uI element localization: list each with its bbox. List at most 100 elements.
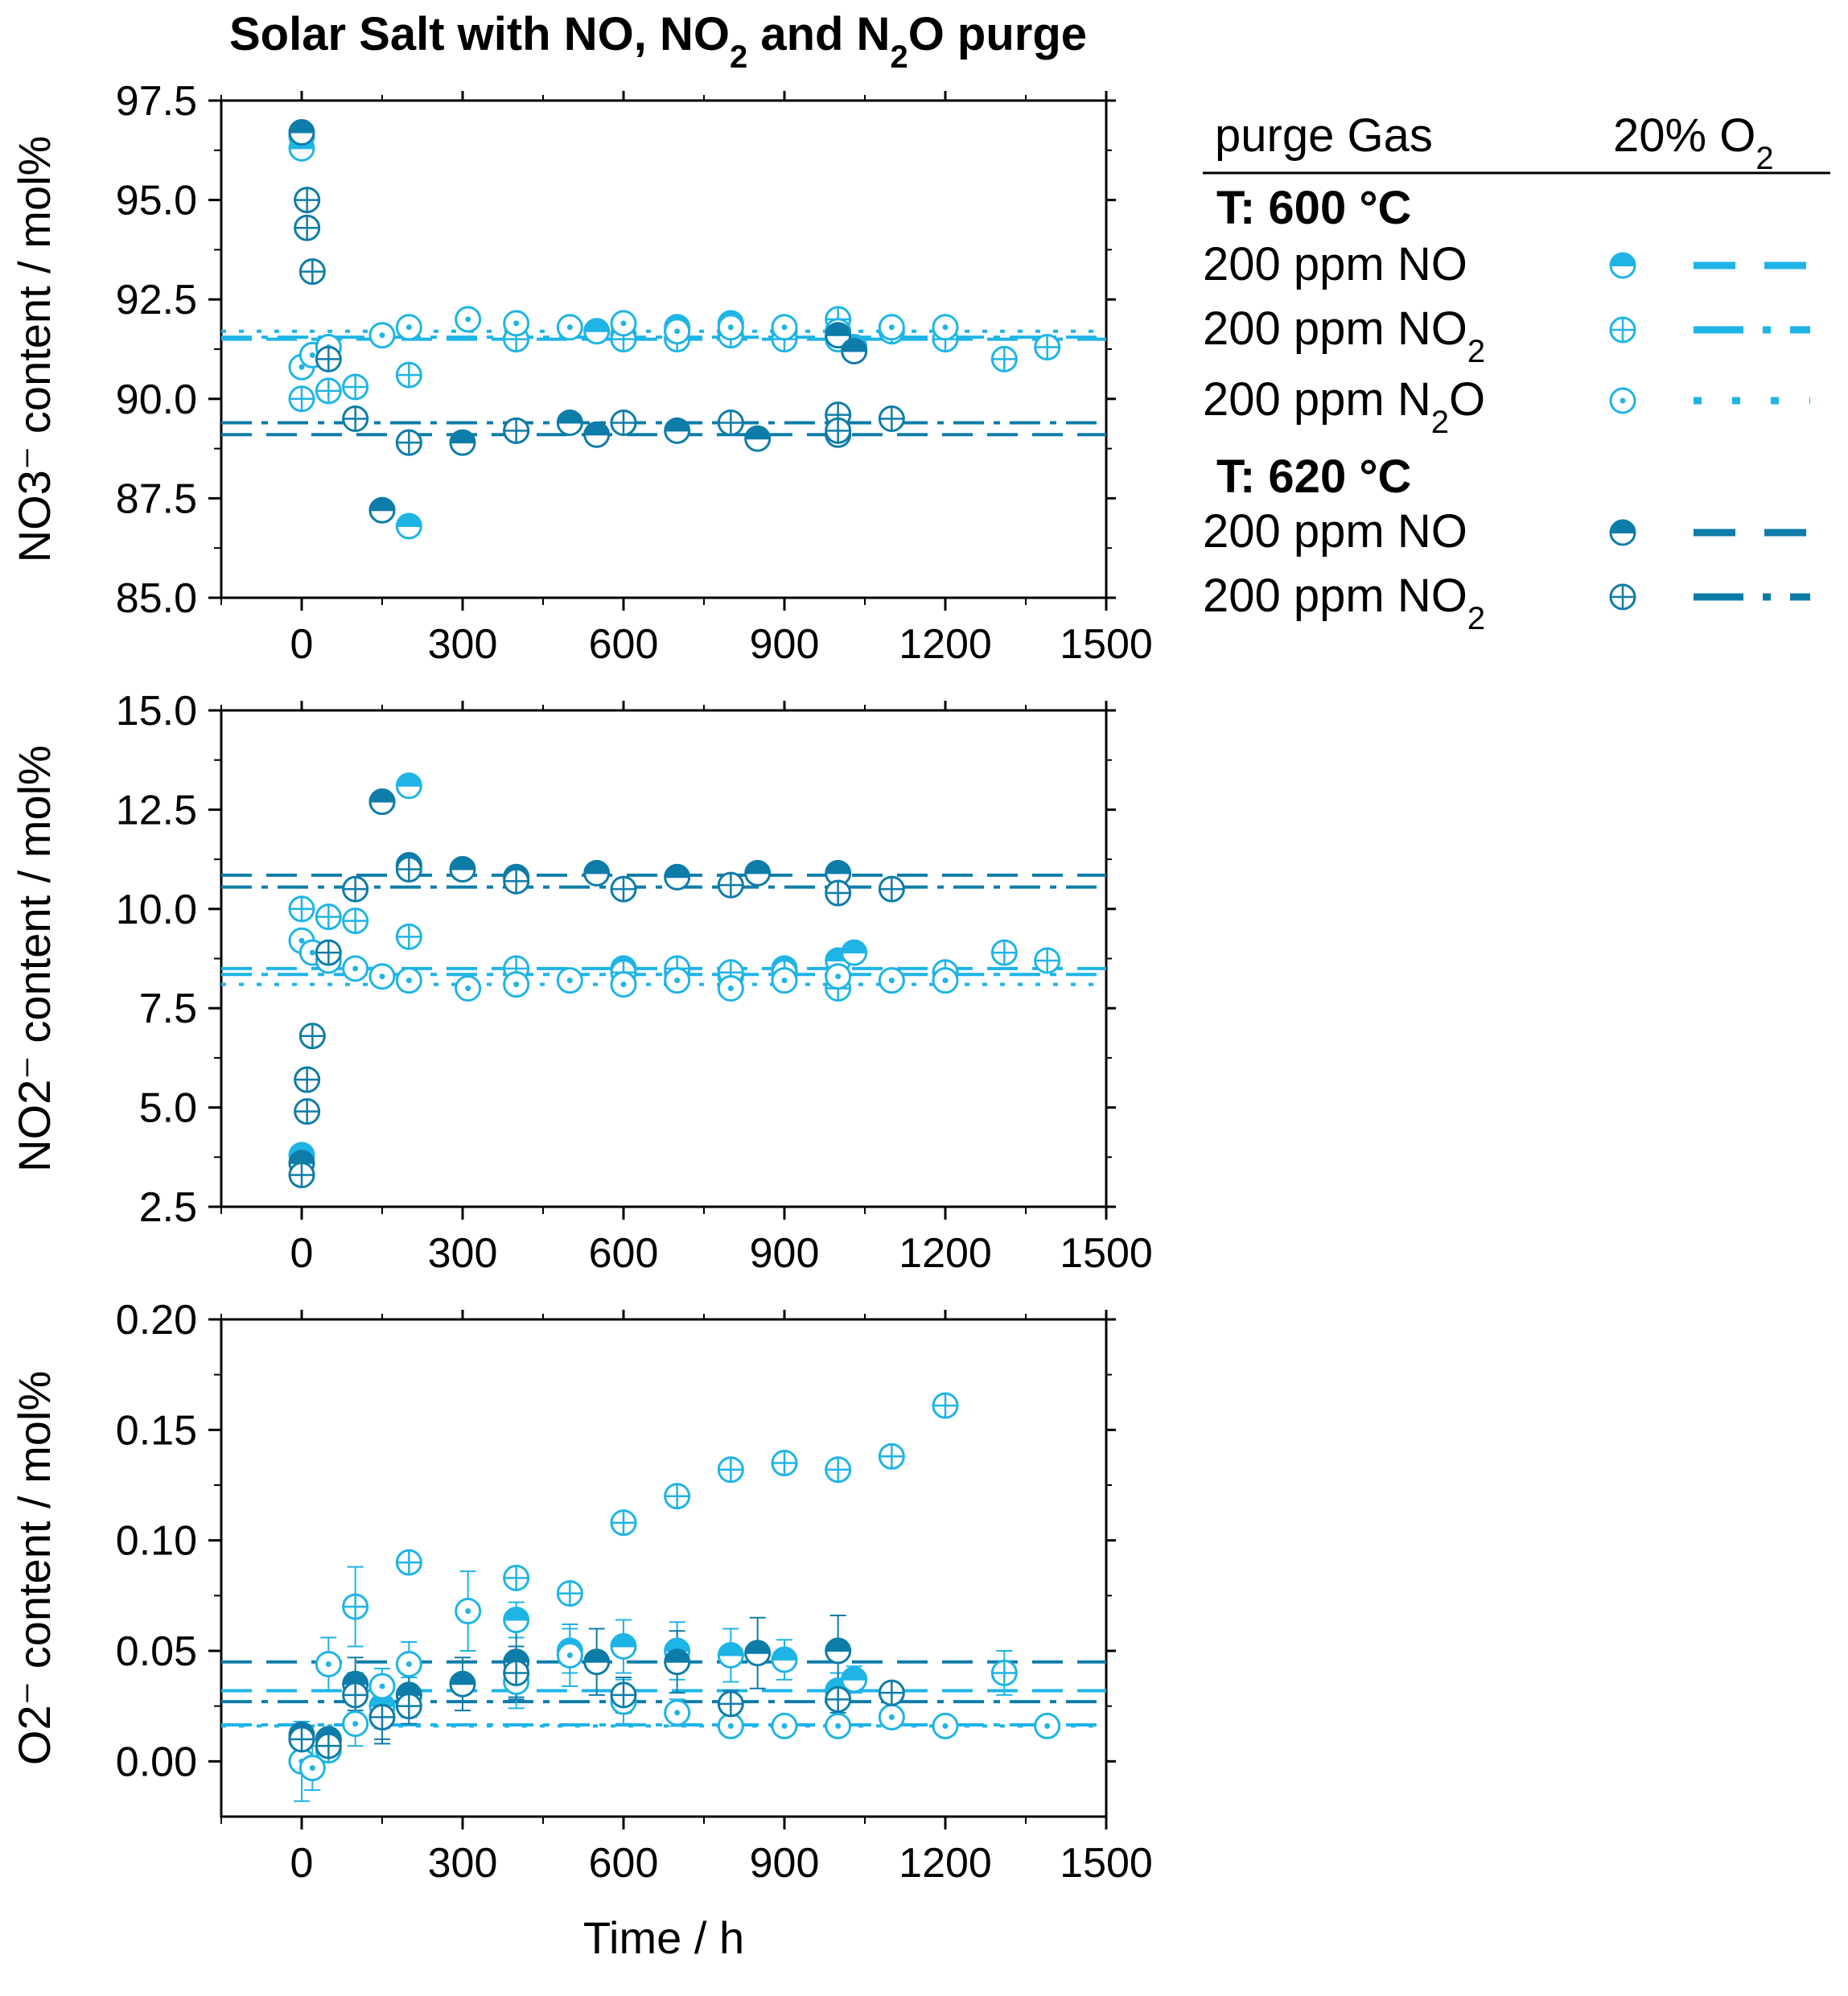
x-tick-label: 900 (750, 1840, 820, 1887)
chart-title: Solar Salt with NO, NO2 and N2O purge (229, 8, 1087, 75)
data-point (395, 772, 422, 800)
data-point (878, 967, 905, 994)
legend-label: 200 ppm N2O (1203, 373, 1485, 440)
data-point (395, 1650, 422, 1677)
data-point (395, 1693, 422, 1720)
data-point (368, 322, 396, 349)
data-point (664, 967, 691, 994)
data-point (449, 1670, 476, 1698)
data-point (503, 417, 530, 444)
y-axis-title: O2⁻ content / mol% (9, 1371, 60, 1765)
legend-marker (1609, 252, 1636, 279)
x-tick-label: 600 (589, 621, 659, 668)
legend-header-left: purge Gas (1215, 109, 1433, 162)
x-tick-label: 1500 (1060, 1230, 1153, 1277)
legend-label: 200 ppm NO (1203, 238, 1467, 290)
data-point (825, 1456, 852, 1484)
data-point (315, 1732, 342, 1759)
data-point (825, 859, 852, 887)
panel-oxide: 0 300 600 900 1200 1500 0.00 0.05 0.10 0.15 0.20 O2… (9, 1297, 1153, 1963)
data-point (503, 1607, 530, 1634)
x-tick-label: 600 (589, 1230, 659, 1277)
data-point (395, 855, 422, 883)
data-point (990, 939, 1018, 966)
data-point (825, 1685, 852, 1713)
data-point (556, 409, 583, 436)
data-point (825, 1637, 852, 1665)
y-axis-title: NO2⁻ content / mol% (9, 745, 60, 1172)
data-point (315, 377, 342, 405)
data-point (556, 314, 583, 341)
data-point (717, 1690, 744, 1718)
data-point (342, 405, 369, 433)
data-point (583, 318, 611, 345)
data-point (990, 1659, 1018, 1686)
plot-frame (220, 99, 1108, 599)
data-point (583, 421, 611, 448)
data-point (298, 1023, 326, 1050)
data-point (841, 939, 868, 966)
data-point (368, 788, 396, 816)
data-point (342, 1593, 369, 1620)
data-point (878, 1442, 905, 1470)
data-point (298, 1755, 326, 1782)
data-point (395, 361, 422, 389)
data-point (990, 345, 1018, 372)
data-point (288, 119, 315, 146)
data-point (932, 314, 959, 341)
data-point (503, 310, 530, 337)
data-point (771, 314, 798, 341)
data-point (878, 1703, 905, 1731)
legend-group-620: T: 620 °C (1216, 451, 1411, 503)
data-point (583, 1648, 611, 1676)
x-tick-label: 300 (428, 621, 498, 668)
data-point (288, 1162, 315, 1189)
x-tick-label: 1500 (1060, 1840, 1153, 1887)
y-tick-label: 2.5 (139, 1184, 197, 1231)
data-point (395, 512, 422, 540)
x-tick-label: 1200 (899, 1840, 992, 1887)
data-point (664, 318, 691, 345)
data-point (878, 405, 905, 433)
data-point (342, 955, 369, 982)
data-point (294, 1066, 321, 1093)
plot-area (221, 119, 1106, 540)
y-tick-label: 15.0 (116, 688, 197, 735)
data-point (368, 963, 396, 990)
y-tick-label: 90.0 (116, 377, 197, 423)
x-tick-label: 900 (750, 621, 820, 668)
data-point (825, 1712, 852, 1739)
legend-label: 200 ppm NO2 (1203, 570, 1485, 636)
y-tick-label: 0.10 (116, 1518, 197, 1565)
data-point (744, 1640, 772, 1667)
data-point (932, 1712, 959, 1739)
data-point (455, 1598, 482, 1625)
y-tick-label: 85.0 (116, 575, 197, 622)
data-point (294, 187, 321, 214)
data-point (664, 1648, 691, 1676)
data-point (583, 859, 611, 887)
data-point (449, 429, 476, 456)
data-point (878, 875, 905, 903)
data-point (771, 1450, 798, 1477)
data-point (717, 314, 744, 341)
data-point (610, 1509, 637, 1537)
data-point (556, 1641, 583, 1669)
x-tick-label: 300 (428, 1840, 498, 1887)
data-point (368, 496, 396, 524)
panel-nitrate: 0 300 600 900 1200 1500 85.0 87.5 90.0 92.5 95.0 97… (9, 78, 1153, 668)
legend-header-right: 20% O2 (1613, 109, 1774, 176)
y-tick-label: 97.5 (116, 78, 197, 125)
data-point (825, 963, 852, 990)
data-point (503, 971, 530, 998)
y-tick-label: 0.15 (116, 1407, 197, 1454)
x-tick-label: 0 (290, 1230, 314, 1277)
data-point (556, 1580, 583, 1607)
data-point (455, 975, 482, 1002)
panel-nitrite: 0 300 600 900 1200 1500 2.5 5.0 7.5 10.0 12.5 15.0 N… (9, 688, 1153, 1277)
data-point (878, 314, 905, 341)
data-point (1034, 947, 1061, 974)
data-point (556, 967, 583, 994)
data-point (878, 1679, 905, 1706)
legend-group-600: T: 600 °C (1216, 182, 1411, 234)
